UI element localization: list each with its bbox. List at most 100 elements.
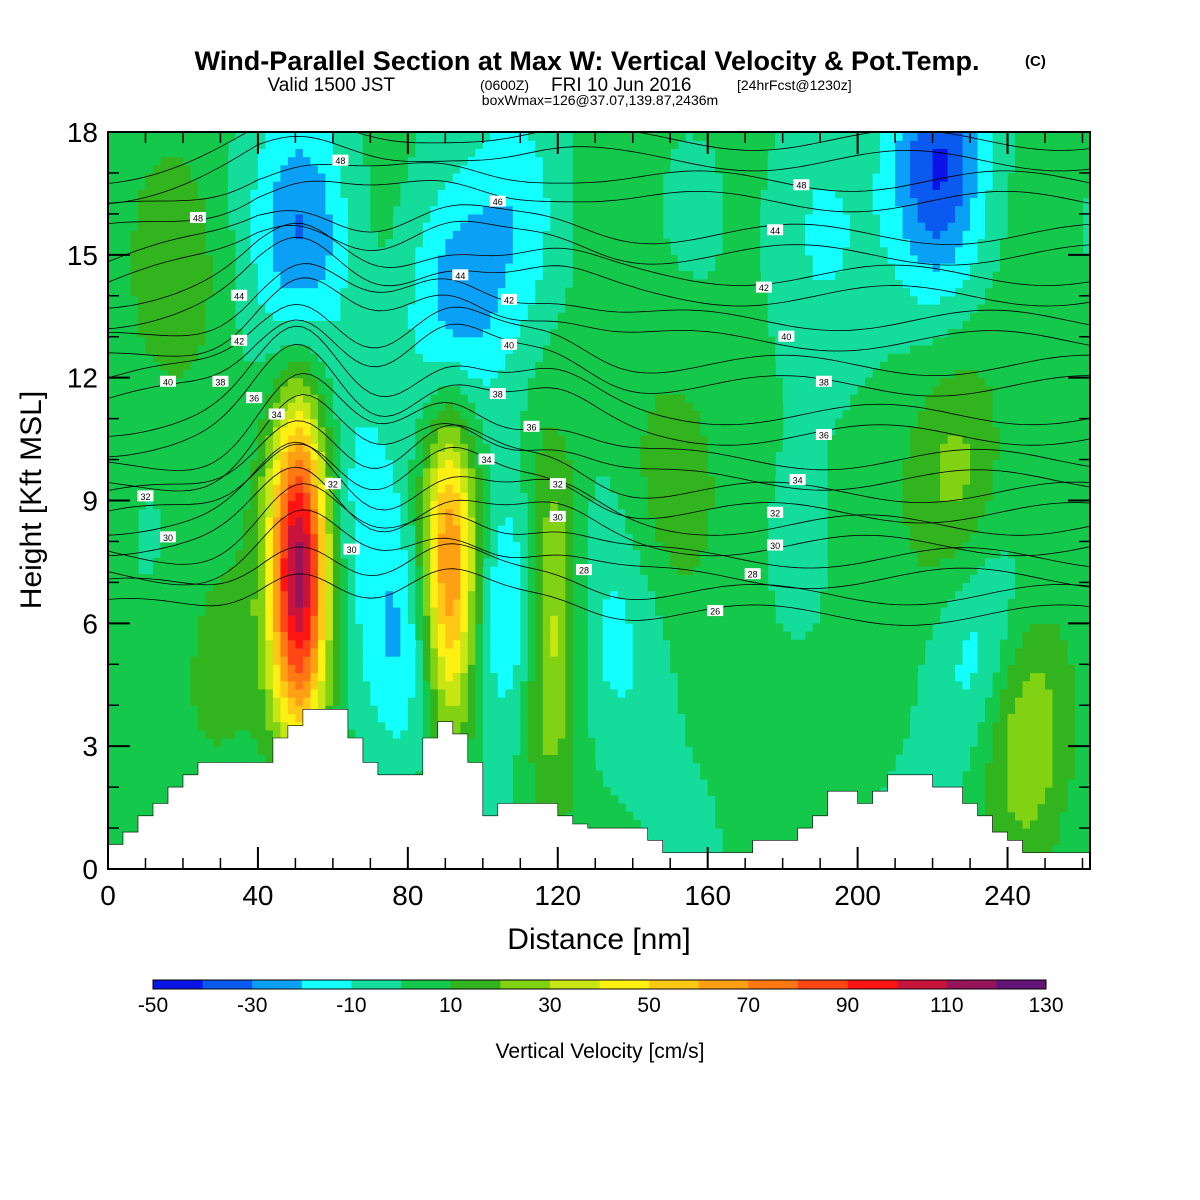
w-cell [872, 721, 881, 731]
w-cell [610, 623, 619, 633]
w-cell [1075, 566, 1084, 575]
w-cell [280, 664, 289, 674]
w-cell [977, 688, 986, 698]
w-cell [737, 574, 746, 583]
w-cell [145, 680, 154, 690]
w-cell [625, 623, 634, 633]
w-cell [190, 566, 199, 575]
w-cell [527, 770, 536, 780]
w-cell [872, 664, 881, 674]
w-cell [1052, 680, 1061, 690]
w-cell [790, 697, 799, 706]
w-cell [730, 680, 739, 690]
w-cell [632, 672, 641, 682]
w-cell [970, 672, 979, 682]
w-cell [257, 656, 267, 665]
w-cell [182, 557, 192, 567]
w-cell [910, 623, 919, 633]
w-cell [985, 762, 994, 772]
w-cell [707, 770, 716, 780]
w-cell [955, 615, 964, 624]
w-cell [857, 778, 866, 788]
w-cell [692, 664, 701, 674]
w-cell [197, 598, 207, 608]
w-cell [205, 606, 214, 616]
w-cell [550, 770, 559, 780]
w-cell [385, 656, 394, 665]
w-cell [332, 672, 341, 682]
w-cell [857, 647, 866, 657]
w-cell [310, 615, 319, 624]
w-cell [377, 721, 386, 731]
w-cell [362, 623, 371, 633]
w-cell [662, 557, 671, 567]
w-cell [707, 598, 716, 608]
w-cell [760, 713, 769, 723]
w-cell [655, 590, 664, 600]
w-cell [587, 811, 596, 821]
w-cell [655, 566, 664, 575]
w-cell [460, 606, 469, 616]
w-cell [580, 557, 589, 567]
w-cell [167, 705, 177, 715]
w-cell [407, 713, 416, 723]
w-cell [985, 631, 994, 641]
w-cell [1022, 590, 1031, 600]
w-cell [662, 566, 671, 575]
w-cell [422, 566, 431, 575]
w-cell [1067, 697, 1076, 706]
w-cell [767, 729, 776, 739]
w-cell [587, 770, 596, 780]
w-cell [400, 590, 409, 600]
w-cell [797, 754, 806, 764]
w-cell [745, 795, 754, 805]
w-cell [947, 680, 956, 690]
w-cell [445, 656, 454, 665]
w-cell [497, 574, 506, 583]
w-cell [550, 787, 559, 796]
w-cell [685, 582, 694, 592]
w-cell [542, 721, 551, 731]
w-cell [977, 566, 986, 575]
w-cell [520, 664, 529, 674]
w-cell [362, 639, 371, 649]
w-cell [797, 705, 806, 715]
w-cell [1007, 582, 1016, 592]
w-cell [1067, 688, 1076, 698]
w-cell [182, 664, 192, 674]
w-cell [902, 656, 911, 665]
w-cell [505, 697, 514, 706]
w-cell [108, 631, 117, 641]
w-cell [895, 713, 904, 723]
w-cell [497, 721, 506, 731]
w-cell [790, 754, 799, 764]
w-cell [1060, 598, 1069, 608]
w-cell [422, 631, 431, 641]
w-cell [302, 688, 311, 698]
w-cell [1052, 770, 1061, 780]
w-cell [460, 582, 469, 592]
w-cell [520, 721, 529, 731]
w-cell [467, 672, 476, 682]
w-cell [535, 787, 544, 796]
w-cell [152, 606, 162, 616]
w-cell [595, 787, 604, 796]
w-cell [700, 672, 709, 682]
w-cell [580, 590, 589, 600]
w-cell [235, 705, 244, 715]
w-cell [587, 688, 596, 698]
w-cell [917, 566, 926, 575]
w-cell [1045, 688, 1054, 698]
w-cell [602, 770, 611, 780]
w-cell [962, 582, 971, 592]
w-cell [895, 721, 904, 731]
w-cell [347, 705, 356, 715]
w-cell [535, 590, 544, 600]
w-cell [227, 566, 237, 575]
w-cell [925, 713, 934, 723]
w-cell [1030, 680, 1039, 690]
w-cell [887, 598, 896, 608]
w-cell [362, 549, 371, 559]
w-cell [512, 647, 521, 657]
w-cell [925, 623, 934, 633]
